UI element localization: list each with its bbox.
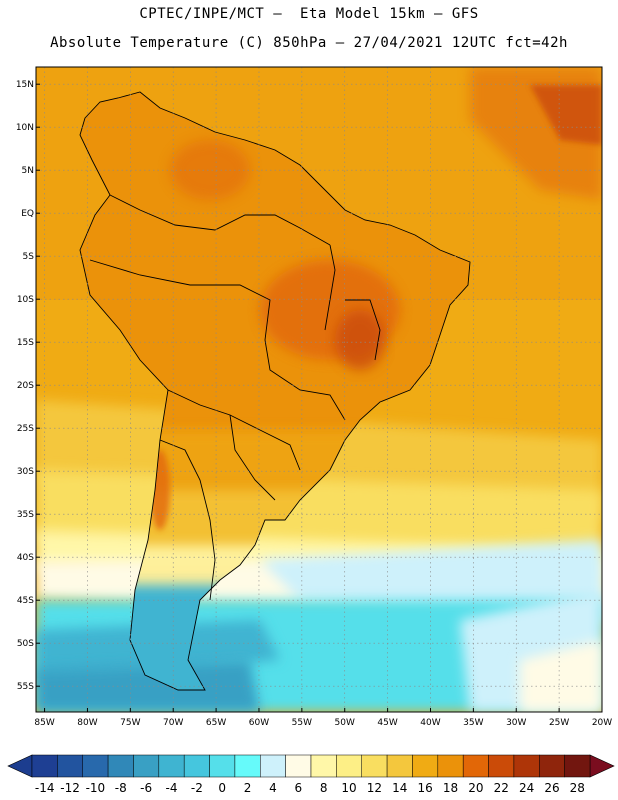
temperature-field bbox=[36, 67, 602, 712]
latitude-labels: 15N 10N 5N EQ 5S 10S 15S 20S 25S 30S 35S 40S 45S 50S 5… bbox=[16, 80, 40, 692]
lon-label: 35W bbox=[463, 718, 483, 728]
colorbar-label: -6 bbox=[140, 781, 152, 795]
colorbar-swatch bbox=[462, 754, 489, 778]
colorbar-swatch bbox=[31, 754, 58, 778]
colorbar: -14 -12 -10 -8 -6 -4 -2 0 2 4 6 8 10 12 14 16 18 20 22 24 26… bbox=[7, 754, 615, 795]
colorbar-label: 8 bbox=[320, 781, 328, 795]
colorbar-label: 18 bbox=[443, 781, 458, 795]
colorbar-swatch bbox=[260, 754, 286, 778]
colorbar-label: 2 bbox=[244, 781, 252, 795]
title-line-2: Absolute Temperature (C) 850hPa – 27/04/… bbox=[50, 35, 568, 51]
colorbar-max-arrow bbox=[589, 754, 615, 778]
title-line-1: CPTEC/INPE/MCT – Eta Model 15km – GFS bbox=[139, 6, 479, 22]
lon-label: 40W bbox=[420, 718, 440, 728]
lat-label: EQ bbox=[21, 209, 34, 219]
colorbar-swatch bbox=[412, 754, 439, 778]
colorbar-swatch bbox=[386, 754, 413, 778]
colorbar-swatch bbox=[564, 754, 591, 778]
lon-label: 65W bbox=[206, 718, 226, 728]
colorbar-label: 22 bbox=[494, 781, 509, 795]
colorbar-swatch bbox=[82, 754, 109, 778]
colorbar-swatch bbox=[133, 754, 160, 778]
lat-label: 30S bbox=[17, 467, 34, 477]
colorbar-swatch bbox=[336, 754, 362, 778]
lat-label: 5N bbox=[22, 166, 34, 176]
plot-frame bbox=[35, 66, 603, 713]
lat-label: 25S bbox=[17, 424, 34, 434]
colorbar-label: -4 bbox=[166, 781, 178, 795]
colorbar-label: -10 bbox=[86, 781, 106, 795]
colorbar-label: 4 bbox=[269, 781, 277, 795]
lat-label: 10N bbox=[16, 123, 34, 133]
colorbar-min-arrow bbox=[7, 754, 33, 778]
lat-label: 5S bbox=[23, 252, 35, 262]
colorbar-swatch bbox=[539, 754, 565, 778]
colorbar-swatch bbox=[437, 754, 464, 778]
lon-label: 70W bbox=[163, 718, 183, 728]
lat-label: 15N bbox=[16, 80, 34, 90]
colorbar-label: 24 bbox=[519, 781, 534, 795]
lon-label: 85W bbox=[34, 718, 54, 728]
lon-label: 50W bbox=[335, 718, 355, 728]
colorbar-label: 14 bbox=[392, 781, 407, 795]
colorbar-label: 0 bbox=[218, 781, 226, 795]
lat-label: 35S bbox=[17, 510, 34, 520]
lat-label: 40S bbox=[17, 553, 34, 563]
lon-label: 25W bbox=[549, 718, 569, 728]
lon-label: 20W bbox=[592, 718, 612, 728]
colorbar-swatch bbox=[107, 754, 134, 778]
colorbar-label: 10 bbox=[341, 781, 356, 795]
lon-label: 45W bbox=[377, 718, 397, 728]
lat-label: 10S bbox=[17, 295, 34, 305]
lat-label: 20S bbox=[17, 381, 34, 391]
colorbar-label: -12 bbox=[60, 781, 80, 795]
lon-label: 30W bbox=[506, 718, 526, 728]
lat-label: 15S bbox=[17, 338, 34, 348]
colorbar-swatch bbox=[285, 754, 312, 778]
colorbar-label: -14 bbox=[35, 781, 55, 795]
colorbar-label: 16 bbox=[417, 781, 432, 795]
lon-label: 75W bbox=[120, 718, 140, 728]
colorbar-label: -2 bbox=[191, 781, 203, 795]
colorbar-label: 6 bbox=[294, 781, 302, 795]
colorbar-swatch bbox=[183, 754, 210, 778]
colorbar-swatch bbox=[158, 754, 185, 778]
lon-label: 60W bbox=[249, 718, 269, 728]
lat-label: 45S bbox=[17, 596, 34, 606]
lon-label: 55W bbox=[292, 718, 312, 728]
colorbar-label: 28 bbox=[570, 781, 585, 795]
longitude-labels: 85W 80W 75W 70W 65W 60W 55W 50W 45W 40W 35W 30W 25W 2… bbox=[34, 708, 612, 728]
colorbar-label: -8 bbox=[115, 781, 127, 795]
lat-label: 50S bbox=[17, 639, 34, 649]
colorbar-swatch bbox=[57, 754, 83, 778]
colorbar-swatch bbox=[310, 754, 337, 778]
colorbar-swatch bbox=[488, 754, 515, 778]
colorbar-label: 20 bbox=[468, 781, 483, 795]
colorbar-label: 26 bbox=[544, 781, 559, 795]
colorbar-label: 12 bbox=[367, 781, 382, 795]
colorbar-swatch bbox=[234, 754, 261, 778]
lon-label: 80W bbox=[77, 718, 97, 728]
colorbar-swatch bbox=[361, 754, 388, 778]
lat-label: 55S bbox=[17, 682, 34, 692]
coastlines bbox=[79, 91, 471, 691]
colorbar-swatch bbox=[209, 754, 236, 778]
colorbar-swatch bbox=[513, 754, 540, 778]
